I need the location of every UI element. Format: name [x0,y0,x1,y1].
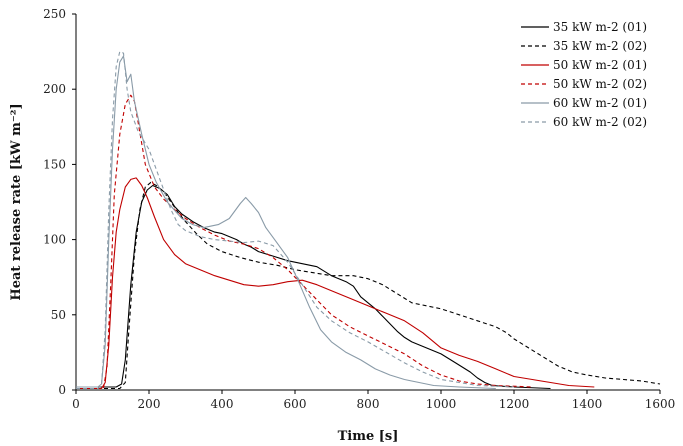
series-layer [76,51,661,390]
legend: 35 kW m-2 (01) 35 kW m-2 (02) 50 kW m-2 (0… [521,20,647,129]
x-tick-label: 0 [72,397,80,411]
legend-label-3: 50 kW m-2 (01) [553,58,647,72]
series-line-4 [76,94,533,390]
legend-label-4: 50 kW m-2 (02) [553,77,647,91]
series-line-6 [76,51,515,390]
legend-label-1: 35 kW m-2 (01) [553,20,647,34]
y-tick-label: 150 [43,157,66,171]
x-axis-title: Time [s] [338,429,399,444]
legend-label-6: 60 kW m-2 (02) [553,115,647,129]
y-axis-title: Heat release rate [kW m⁻²] [9,103,24,300]
series-line-2 [76,181,661,390]
x-tick-label: 200 [138,397,161,411]
x-tick-label: 1400 [572,397,603,411]
x-tick-label: 1200 [499,397,530,411]
y-ticks: 0 50 100 150 200 250 [43,7,76,397]
series-line-3 [76,177,595,390]
x-tick-label: 800 [357,397,380,411]
series-line-5 [76,55,496,390]
y-tick-label: 200 [43,82,66,96]
y-tick-label: 0 [58,383,66,397]
y-tick-label: 50 [51,308,66,322]
x-tick-label: 600 [284,397,307,411]
x-tick-label: 400 [211,397,234,411]
x-tick-label: 1000 [426,397,457,411]
x-tick-label: 1600 [645,397,676,411]
y-tick-label: 250 [43,7,66,21]
y-tick-label: 100 [43,233,66,247]
legend-label-2: 35 kW m-2 (02) [553,39,647,53]
series-line-1 [76,184,551,390]
x-ticks: 0 200 400 600 800 1000 1200 1400 1600 [72,390,675,411]
legend-label-5: 60 kW m-2 (01) [553,96,647,110]
